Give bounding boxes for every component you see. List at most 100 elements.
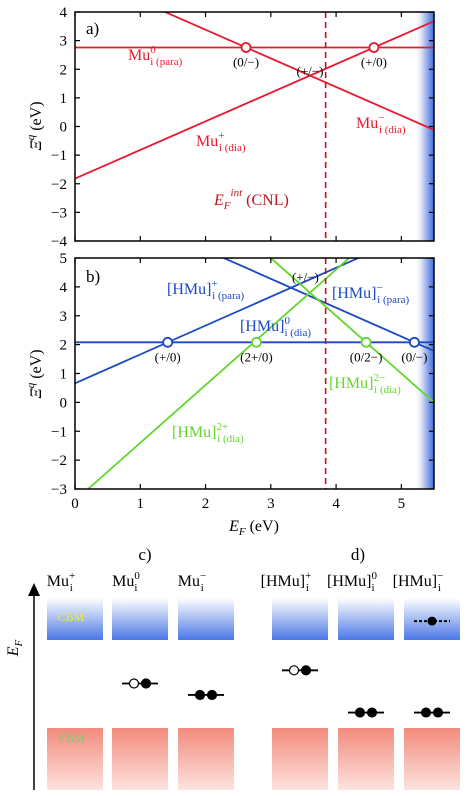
series-line-2: [221, 258, 434, 352]
cbm-block: [178, 598, 234, 640]
electron-dot: [140, 678, 152, 689]
y-tick-label: 4: [60, 5, 68, 21]
energy-axis-arrowhead: [28, 583, 40, 596]
column-header-4-base: [HMu]: [327, 573, 371, 590]
y-tick-label: 0: [60, 395, 68, 411]
panel-b: −3 −2 −1 0 1 2 3 4 5 0 1 2 3 4 5 (+/0) (2+/0) (0/2−) (0/−…: [25, 251, 435, 538]
column-header-1-sup: 0: [134, 570, 140, 582]
electron-dot: [366, 707, 378, 718]
y-tick-label: 1: [60, 367, 68, 383]
transition-label-0: (+/0): [155, 349, 181, 364]
line-label-b-3-sup: 2−: [373, 372, 385, 384]
column-header-2-sub: i: [201, 582, 204, 594]
transition-label-3: (0/−): [401, 349, 427, 364]
electron-dot: [206, 689, 218, 701]
panel-b-labels: (+/0) (2+/0) (0/2−) (0/−) (+/−) [HMu] + i (para…: [155, 269, 428, 445]
column-header-0: Mu+ i: [47, 570, 75, 594]
transition-label-1: (+/0): [361, 54, 387, 69]
vbm-block: [112, 728, 168, 790]
x-tick-label: 5: [398, 496, 406, 512]
panel-b-frame: [74, 257, 435, 490]
line-label-b-3: [HMu]2− i (dia): [329, 372, 401, 396]
y-tick-label: −4: [51, 234, 67, 250]
cbm-block: [338, 598, 394, 640]
electron-dot: [128, 678, 140, 689]
x-tick-label: 3: [267, 496, 275, 512]
x-tick-label: 1: [137, 496, 145, 512]
panel-a-lines: [75, 12, 434, 180]
vbm-block: [272, 728, 328, 790]
line-label-a-2-base: Mu: [356, 115, 378, 132]
cnl-label: EFint (CNL): [213, 187, 289, 212]
line-label-b-1-sub: i (para): [377, 294, 409, 306]
line-label-b-3-sub: i (dia): [374, 384, 401, 396]
y-tick-label: 0: [60, 120, 68, 136]
transition-label-4: (+/−): [292, 269, 319, 284]
line-label-b-1-sup: −: [376, 282, 382, 294]
line-label-a-2: Mu− i (dia): [356, 112, 406, 136]
line-label-b-2-sub: i (dia): [284, 327, 311, 339]
panel-a-frame: [74, 11, 435, 242]
cbm-block: [47, 598, 103, 640]
column-header-0-base: Mu: [47, 573, 69, 590]
panel-d-tag: d): [351, 545, 365, 564]
y-tick-label: −2: [51, 177, 67, 193]
panel-a-ticks: −4 −3 −2 −1 0 1 2 3 4: [51, 5, 434, 250]
column-header-4-sub: i: [371, 582, 374, 594]
column-header-5-base: [HMu]: [393, 573, 437, 590]
transition-point-1: [368, 42, 380, 53]
electron-dot: [300, 665, 312, 676]
column-header-3-base: [HMu]: [261, 573, 305, 590]
y-axis-label-a: Ξq (eV): [25, 101, 45, 150]
column-header-2-base: Mu: [178, 573, 200, 590]
column-header-1-sub: i: [134, 582, 137, 594]
column-header-5: [HMu]− i: [393, 570, 444, 594]
x-tick-label: 2: [202, 496, 210, 512]
y-tick-label: 1: [60, 91, 68, 107]
line-label-b-2-base: [HMu]: [240, 318, 284, 335]
panel-a-labels: (0/−) (+/0)(+/−)Mu0 i (para)Mu+ i (dia)Mu− i…: [128, 44, 406, 154]
line-label-b-1-base: [HMu]: [332, 285, 376, 302]
column-header-3: [HMu]+ i: [261, 570, 312, 594]
electron-dot: [432, 707, 444, 718]
line-label-b-0-sup: +: [211, 278, 217, 290]
electron-dot: [194, 689, 206, 701]
vbm-block: [404, 728, 460, 790]
y-tick-label: −1: [51, 148, 67, 164]
x-axis-label: EF (eV): [228, 518, 279, 538]
line-label-b-3-base: [HMu]: [329, 375, 373, 392]
y-axis-label-b: Ξq (eV): [25, 349, 45, 398]
y-tick-label: 4: [60, 280, 68, 296]
vbm-block: [47, 728, 103, 790]
panel-c-tag: c): [138, 545, 151, 564]
y-tick-label: −3: [51, 482, 67, 498]
series-line-1: [75, 20, 434, 180]
y-tick-label: −3: [51, 205, 67, 221]
electron-dot: [420, 707, 432, 718]
column-header-4: [HMu]0 i: [327, 570, 377, 594]
line-label-a-0-sub: i (para): [150, 56, 182, 68]
series-line-3: [87, 258, 351, 489]
vbm-label: VBM: [57, 731, 85, 745]
line-label-a-0-sup: 0: [150, 44, 156, 56]
column-header-5-sup: −: [437, 570, 443, 582]
energy-axis-label: EF: [5, 639, 25, 657]
level-diagram: c) d) EF Mu+ i Mu0 i Mu− i [HMu]+ i [HMu]0 i [HMu]…: [5, 545, 460, 790]
transition-label-2: (0/2−): [350, 349, 383, 364]
column-header-3-sub: i: [306, 582, 309, 594]
line-label-a-1-sub: i (dia): [219, 142, 246, 154]
line-label-b-2: [HMu]0 i (dia): [240, 315, 311, 339]
line-label-a-1-sup: +: [218, 130, 224, 142]
column-header-3-sup: +: [305, 570, 311, 582]
series-line-4: [269, 258, 434, 404]
series-line-2: [162, 12, 434, 131]
transition-label-1: (2+/0): [240, 349, 273, 364]
electron-dot: [354, 707, 366, 718]
transition-point-3: [409, 336, 420, 348]
cbm-block: [272, 598, 328, 640]
column-header-0-sub: i: [70, 582, 73, 594]
series-line-1: [75, 258, 361, 385]
